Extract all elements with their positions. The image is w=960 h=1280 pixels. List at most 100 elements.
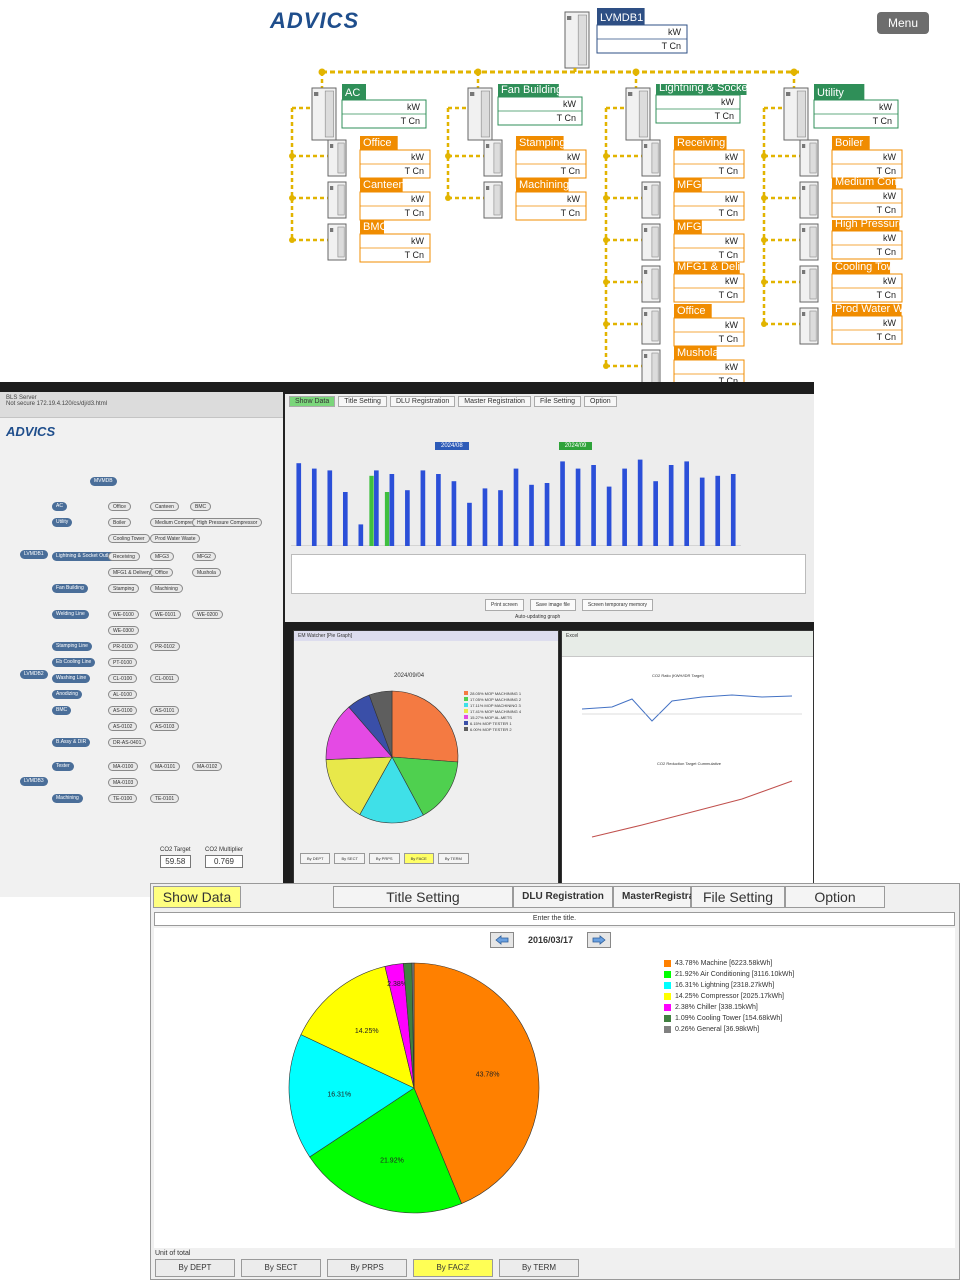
pie-slice[interactable] [309, 1087, 462, 1214]
group-panel-2[interactable]: Lightning & Socket Outlet kW T Cn [655, 82, 783, 124]
pie-slice[interactable] [300, 966, 415, 1089]
tree-node[interactable]: AS-0100 [108, 706, 138, 715]
tree-node[interactable]: MVMDB [90, 477, 117, 486]
child-panel-1-1[interactable]: Machining kW T Cn [515, 178, 587, 221]
toolbar-tab[interactable]: DLU Registration [513, 886, 613, 908]
tree-node[interactable]: BMC [190, 502, 212, 511]
tree-node[interactable]: B.Assy & DIR [52, 738, 91, 747]
title-field[interactable]: Enter the title. [154, 912, 955, 926]
unit-button[interactable]: By FACℤ [413, 1259, 493, 1277]
tree-node[interactable]: PR-0100 [108, 642, 138, 651]
tree-node[interactable]: BMC [52, 706, 72, 715]
tree-node[interactable]: MA-0103 [108, 778, 139, 787]
tree-node[interactable]: MA-0102 [192, 762, 223, 771]
pie-slice[interactable] [411, 962, 415, 1089]
tree-node[interactable]: Fan Building [52, 584, 88, 593]
child-panel-3-1[interactable]: Medium Compressor kW T Cn [831, 176, 937, 218]
pie-slice[interactable] [413, 962, 540, 1204]
tree-node[interactable]: Eb Cooling Line [52, 658, 96, 667]
pie-slice[interactable] [359, 756, 424, 824]
tree-node[interactable]: LVMDB2 [20, 670, 48, 679]
root-panel[interactable]: LVMDB1 kW T Cn [596, 8, 688, 54]
save-image-button[interactable]: Save image file [529, 599, 576, 611]
toolbar-tab[interactable]: Show Data [153, 886, 241, 908]
unit-button[interactable]: By PRPS [327, 1259, 407, 1277]
tree-node[interactable]: WE-0200 [192, 610, 223, 619]
mini-unit-button[interactable]: By PRPS [368, 853, 400, 864]
tree-node[interactable]: Machining [52, 794, 83, 803]
child-panel-3-0[interactable]: Boiler kW T Cn [831, 136, 903, 179]
mini-unit-button[interactable]: By DEPT [300, 853, 331, 864]
tree-node[interactable]: Utility [52, 518, 73, 527]
bar-window-tab[interactable]: Title Setting [338, 396, 387, 407]
tree-node[interactable]: CL-0100 [108, 674, 138, 683]
tree-node[interactable]: AC [52, 502, 67, 511]
tree-node[interactable]: Washing Line [52, 674, 91, 683]
child-panel-2-3[interactable]: MFG1 & Delivery kW T Cn [673, 261, 761, 303]
pie-slice[interactable] [391, 690, 459, 763]
tree-node[interactable]: AL-0100 [108, 690, 137, 699]
mini-unit-button[interactable]: By FACE [403, 853, 434, 864]
tree-node[interactable]: Mushola [192, 568, 221, 577]
group-panel-0[interactable]: AC kW T Cn [341, 84, 427, 129]
toolbar-tab[interactable]: File Setting [691, 886, 785, 908]
tree-node[interactable]: Canteen [150, 502, 179, 511]
tree-node[interactable]: MFG2 [192, 552, 216, 561]
tree-node[interactable]: WE-0100 [108, 610, 139, 619]
pie-slice[interactable] [368, 690, 393, 758]
toolbar-tab[interactable]: Option [785, 886, 885, 908]
tree-node[interactable]: CL-0011 [150, 674, 179, 683]
mini-unit-button[interactable]: By TERM [437, 853, 469, 864]
menu-button[interactable]: Menu [877, 12, 929, 34]
next-date-button[interactable] [587, 932, 612, 948]
tree-node[interactable]: Welding Line [52, 610, 89, 619]
pie-slice[interactable] [325, 706, 393, 760]
tree-node[interactable]: Receiving [108, 552, 140, 561]
tree-node[interactable]: Prod Water Waste [150, 534, 201, 543]
bar-window-tab[interactable]: Master Registration [458, 396, 531, 407]
bar-window-tab[interactable]: Option [584, 396, 617, 407]
toolbar-tab[interactable]: Title Setting [333, 886, 513, 908]
child-panel-0-0[interactable]: Office kW T Cn [359, 136, 431, 179]
tree-node[interactable]: PR-0102 [150, 642, 180, 651]
browser-tab[interactable]: BLS Server [6, 395, 37, 401]
print-screen-button[interactable]: Print screen [485, 599, 524, 611]
tree-node[interactable]: MFG1 & Delivery [108, 568, 157, 577]
tree-node[interactable]: AS-0101 [150, 706, 180, 715]
unit-button[interactable]: By TERM [499, 1259, 579, 1277]
child-panel-3-4[interactable]: Prod Water Waste kW T Cn [831, 303, 924, 345]
tree-node[interactable]: Machining [150, 584, 183, 593]
tree-node[interactable]: Office [150, 568, 173, 577]
bar-window-tab[interactable]: DLU Registration [389, 396, 456, 407]
tree-node[interactable]: Tester [52, 762, 74, 771]
tree-node[interactable]: Lightning & Socket Outlet [52, 552, 117, 561]
tree-node[interactable]: Stamping [108, 584, 140, 593]
bar-window-tab[interactable]: Show Data [289, 396, 336, 407]
tree-node[interactable]: Anodizing [52, 690, 82, 699]
tree-node[interactable]: Office [108, 502, 131, 511]
child-panel-0-1[interactable]: Canteen kW T Cn [359, 178, 431, 221]
tree-node[interactable]: High Pressure Compressor [192, 518, 263, 527]
tree-node[interactable]: AS-0103 [150, 722, 180, 731]
child-panel-2-2[interactable]: MFG2 kW T Cn [673, 220, 745, 263]
tree-node[interactable]: LVMDB1 [20, 550, 48, 559]
child-panel-2-1[interactable]: MFG3 kW T Cn [673, 178, 745, 221]
unit-button[interactable]: By SECT [241, 1259, 321, 1277]
tree-node[interactable]: WE-0101 [150, 610, 181, 619]
address-bar[interactable]: Not secure 172.19.4.120/cs/dj/d3.html [6, 401, 108, 407]
tree-node[interactable]: WE-0300 [108, 626, 139, 635]
tree-node[interactable]: MA-0100 [108, 762, 139, 771]
tree-node[interactable]: DR-AS-0401 [108, 738, 147, 747]
group-panel-3[interactable]: Utility kW T Cn [813, 84, 899, 129]
tree-node[interactable]: TE-0101 [150, 794, 180, 803]
child-panel-0-2[interactable]: BMC kW T Cn [359, 220, 431, 263]
tree-node[interactable]: AS-0102 [108, 722, 138, 731]
child-panel-2-4[interactable]: Office kW T Cn [673, 304, 745, 347]
tree-node[interactable]: Boiler [108, 518, 131, 527]
toolbar-tab[interactable]: MasterRegistration [613, 886, 713, 908]
child-panel-3-3[interactable]: Cooling Tower kW T Cn [831, 261, 905, 303]
child-panel-2-5[interactable]: Mushola kW T Cn [673, 346, 745, 389]
